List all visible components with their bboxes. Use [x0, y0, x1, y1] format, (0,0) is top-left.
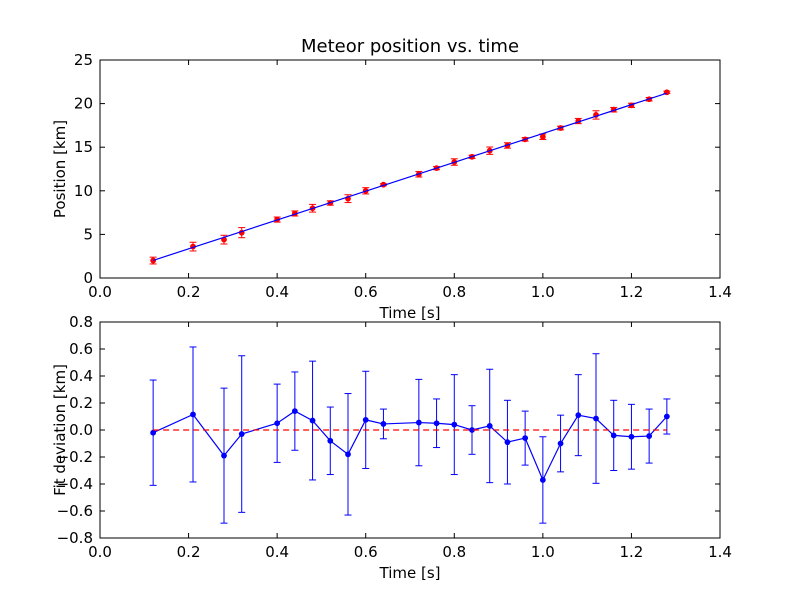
deviation-data-point	[238, 431, 245, 437]
deviation-xtick-label: 0.2	[177, 543, 201, 561]
deviation-data-point	[415, 419, 422, 426]
deviation-ytick-label: −0.8	[57, 529, 93, 547]
deviation-ytick-label: −0.6	[57, 502, 93, 520]
deviation-xtick-label: 1.0	[531, 543, 555, 561]
position-axes-frame	[99, 59, 721, 279]
deviation-data-point	[327, 437, 334, 444]
deviation-ytick-label: 0.2	[69, 394, 93, 412]
position-xtick-label: 0.8	[442, 283, 466, 301]
position-ytick-label: 10	[74, 182, 93, 200]
position-xtick-label: 0.0	[88, 283, 112, 301]
position-ytick-label: 5	[83, 225, 93, 243]
position-title: Meteor position vs. time	[301, 36, 519, 57]
deviation-data-point	[221, 452, 227, 459]
deviation-series-line	[152, 410, 668, 482]
deviation-xtick-label: 0.8	[442, 543, 466, 561]
deviation-xtick-label: 1.2	[619, 543, 643, 561]
deviation-data-point	[451, 421, 458, 428]
position-xlabel: Time [s]	[379, 304, 441, 322]
position-data-point	[150, 257, 157, 264]
deviation-ytick-label: 0.4	[69, 367, 93, 385]
position-xtick-label: 1.2	[619, 283, 643, 301]
deviation-data-point	[557, 440, 564, 447]
deviation-data-point	[274, 420, 281, 427]
position-xtick-label: 0.2	[177, 283, 201, 301]
position-ytick-label: 25	[74, 51, 93, 69]
deviation-data-point	[628, 433, 635, 440]
deviation-data-point	[291, 408, 298, 415]
position-ytick-label: 0	[83, 269, 93, 287]
position-ytick-label: 15	[74, 138, 93, 156]
position-fit-line	[152, 92, 668, 261]
position-xtick-label: 0.4	[265, 283, 289, 301]
deviation-data-point	[150, 429, 157, 436]
position-ytick-label: 20	[74, 95, 93, 113]
position-ylabel: Position [km]	[51, 120, 69, 218]
deviation-xtick-label: 0.0	[88, 543, 112, 561]
deviation-data-point	[345, 451, 351, 458]
deviation-xtick-label: 0.6	[354, 543, 378, 561]
position-xtick-label: 1.0	[531, 283, 555, 301]
deviation-ytick-label: 0.6	[69, 340, 93, 358]
deviation-xlabel: Time [s]	[379, 564, 441, 582]
deviation-data-point	[362, 416, 369, 423]
deviation-data-point	[539, 477, 546, 483]
deviation-data-point	[486, 423, 493, 429]
deviation-data-point	[522, 435, 529, 442]
deviation-data-point	[575, 412, 582, 419]
position-xtick-label: 1.4	[708, 283, 732, 301]
deviation-data-point	[190, 411, 196, 418]
deviation-chart: 0.0 0.2 0.4 0.6 0.8 1.0 1.2 1.4 −0.8 −0.6 −0.4 −0.2…	[51, 313, 732, 582]
position-data-point	[539, 133, 546, 140]
deviation-data-point	[593, 415, 599, 422]
deviation-data-point	[504, 439, 511, 446]
deviation-ylabel: Fit deviation [km]	[51, 364, 69, 496]
deviation-xtick-label: 0.4	[265, 543, 289, 561]
deviation-data-point	[663, 413, 670, 420]
deviation-data-point	[646, 433, 653, 439]
position-chart: 0.0 0.2 0.4 0.6 0.8 1.0 1.2 1.4 0 5 10 15 20 25 Time […	[51, 36, 732, 322]
deviation-ytick-label: 0.0	[69, 421, 93, 439]
deviation-ytick-label: −0.2	[57, 448, 93, 466]
deviation-data-point	[610, 432, 617, 439]
deviation-data-point	[380, 421, 387, 427]
deviation-data-point	[309, 417, 316, 424]
deviation-ytick-label: −0.4	[57, 475, 93, 493]
deviation-data-point	[433, 420, 440, 427]
deviation-xtick-label: 1.4	[708, 543, 732, 561]
deviation-ytick-label: 0.8	[69, 313, 93, 331]
position-xtick-label: 0.6	[354, 283, 378, 301]
